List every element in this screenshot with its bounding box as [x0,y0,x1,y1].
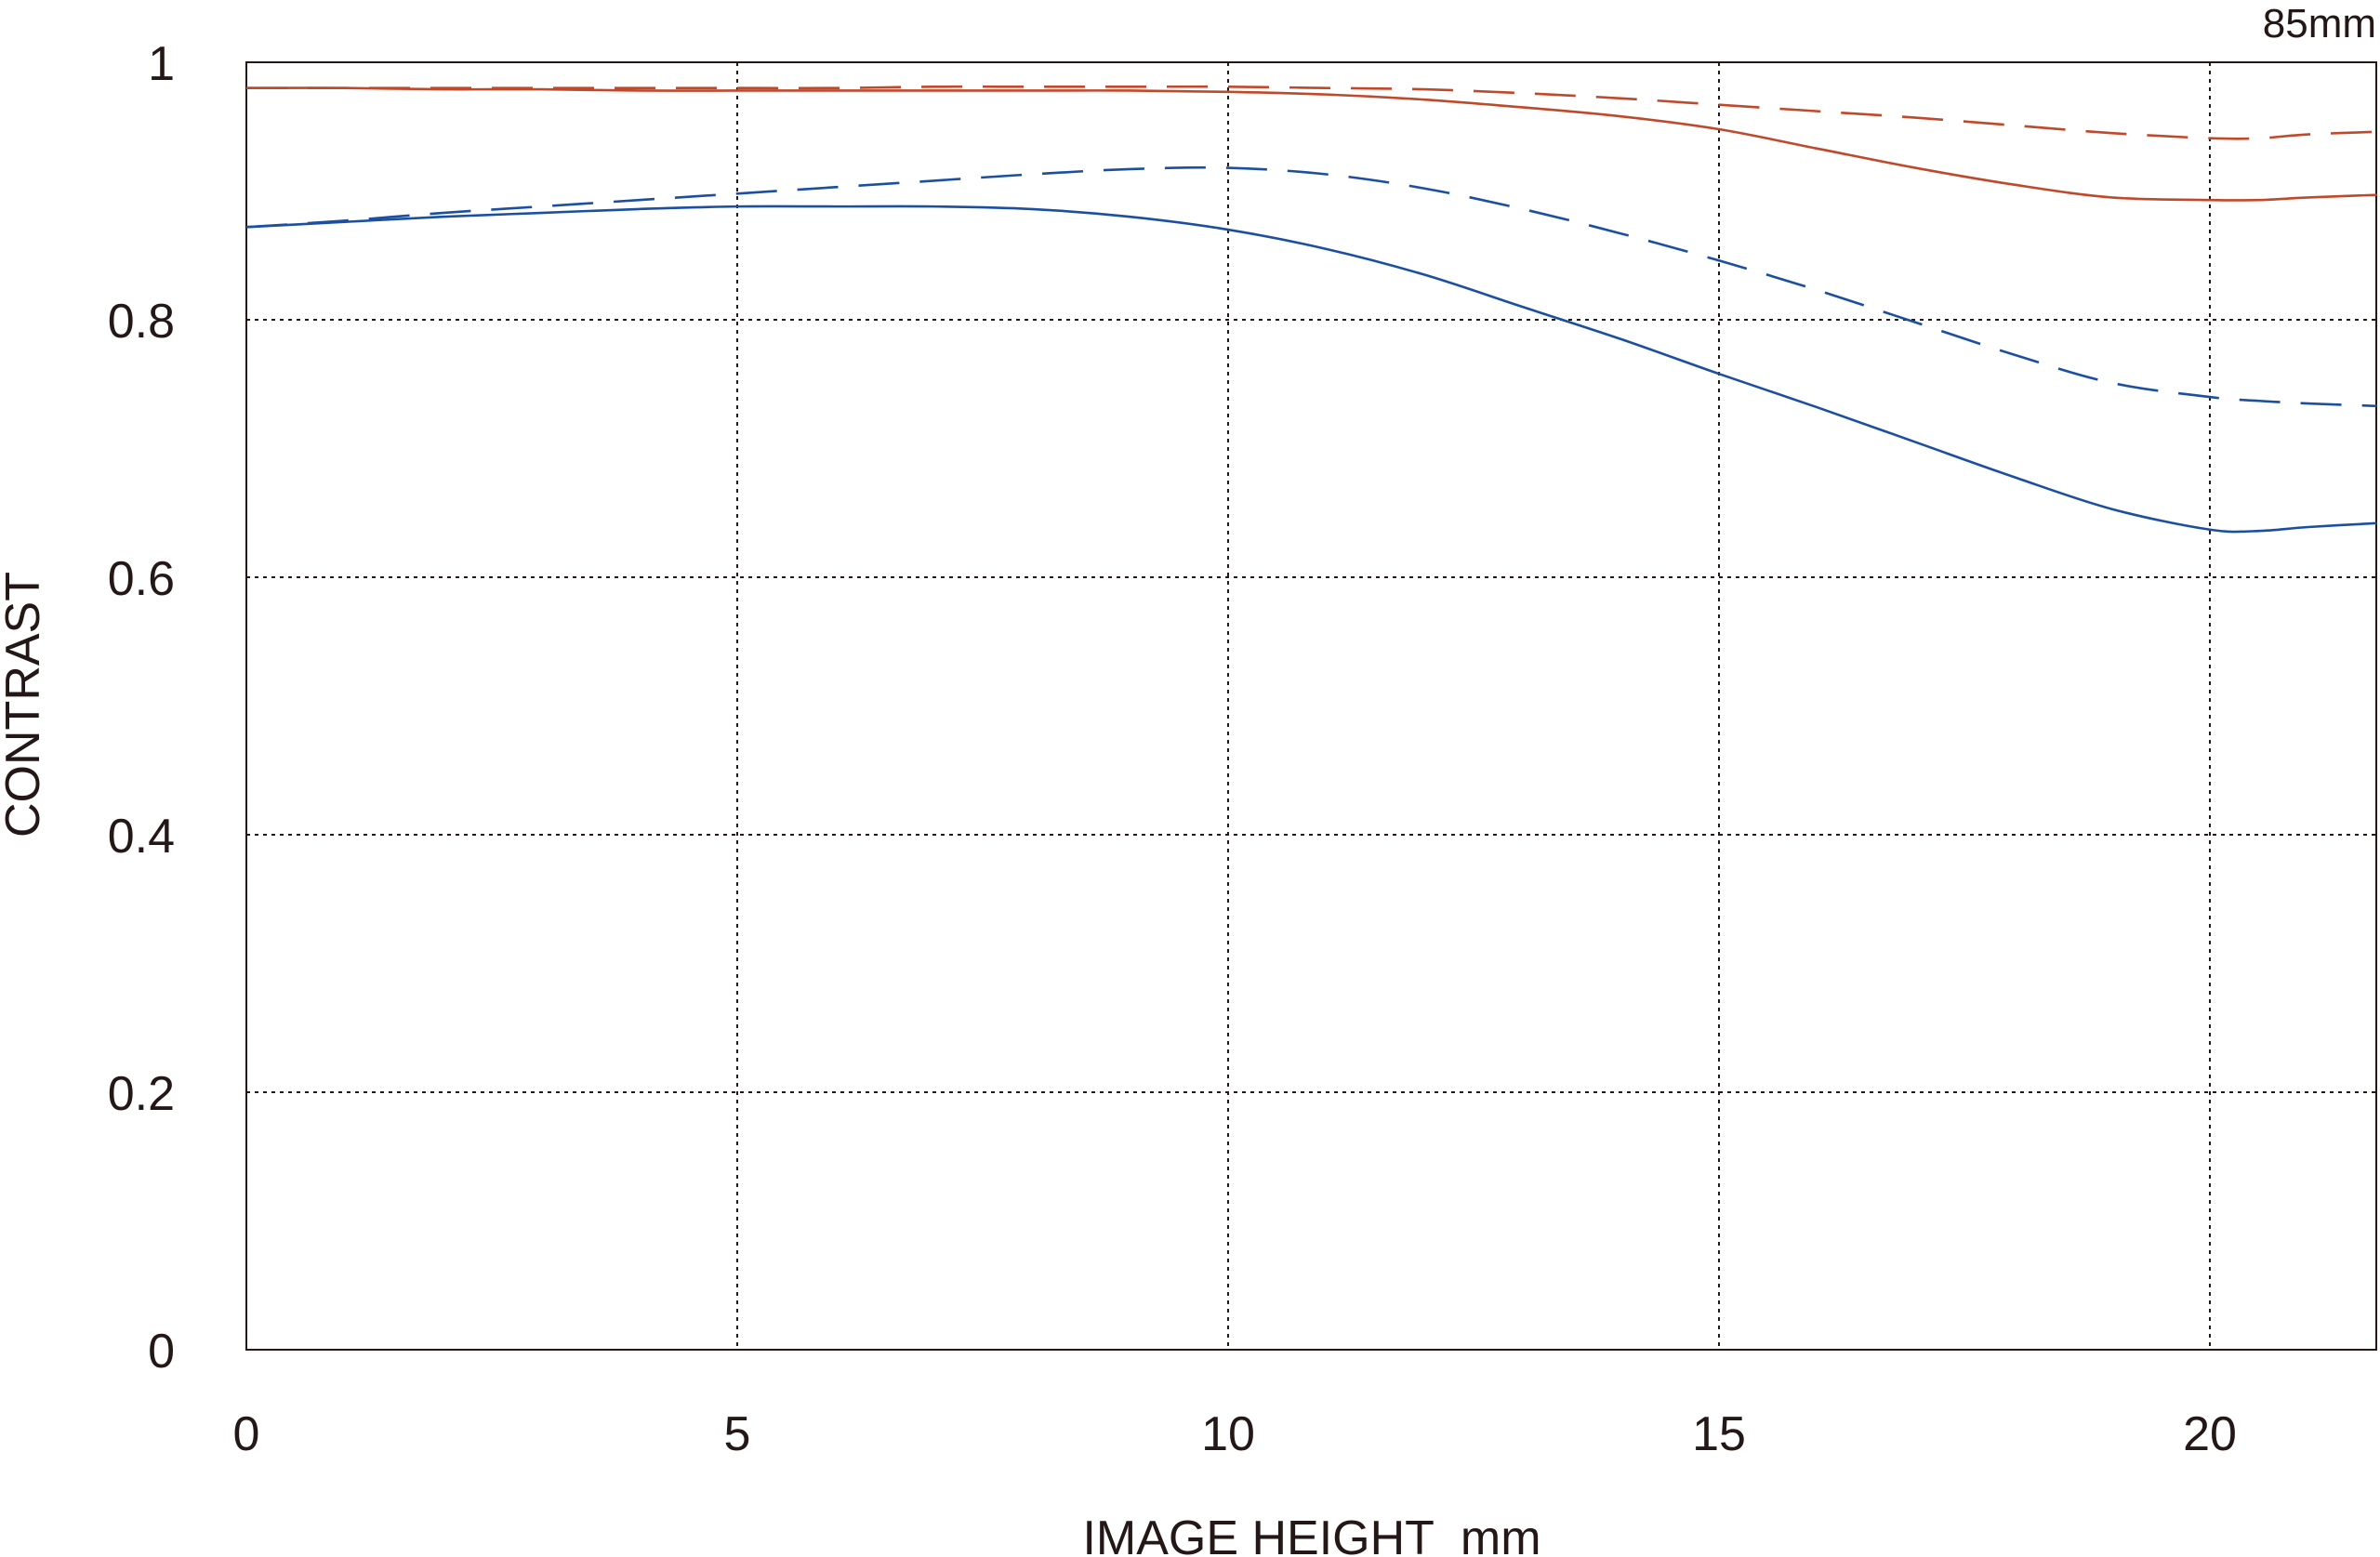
x-tick-label: 20 [2183,1407,2237,1461]
x-tick-label: 15 [1692,1407,1746,1461]
blue-solid-series-line [245,205,2377,534]
data-series [245,85,2377,534]
y-axis-tick-labels: 0 0.2 0.4 0.6 0.8 1 [108,37,175,1379]
y-axis-title: CONTRAST [0,572,50,838]
y-tick-label: 1 [148,37,175,91]
y-tick-label: 0.8 [108,295,175,349]
blue-dashed-series-line [245,165,2377,408]
focal-length-label: 85mm [2263,1,2376,46]
y-tick-label: 0 [148,1325,175,1379]
x-tick-label: 10 [1201,1407,1255,1461]
x-axis-tick-labels: 0 5 10 15 20 [233,1407,2237,1461]
x-tick-label: 5 [724,1407,751,1461]
red-dashed-series-line [246,85,2377,140]
grid-lines [246,62,2376,1350]
plot-area-frame [245,61,2377,1351]
y-tick-label: 0.6 [108,552,175,606]
x-axis-title: IMAGE HEIGHT mm [1082,1511,1540,1557]
y-tick-label: 0.4 [108,810,175,864]
x-tick-label: 0 [233,1407,260,1461]
red-solid-series-line [245,86,2377,202]
y-tick-label: 0.2 [108,1067,175,1121]
